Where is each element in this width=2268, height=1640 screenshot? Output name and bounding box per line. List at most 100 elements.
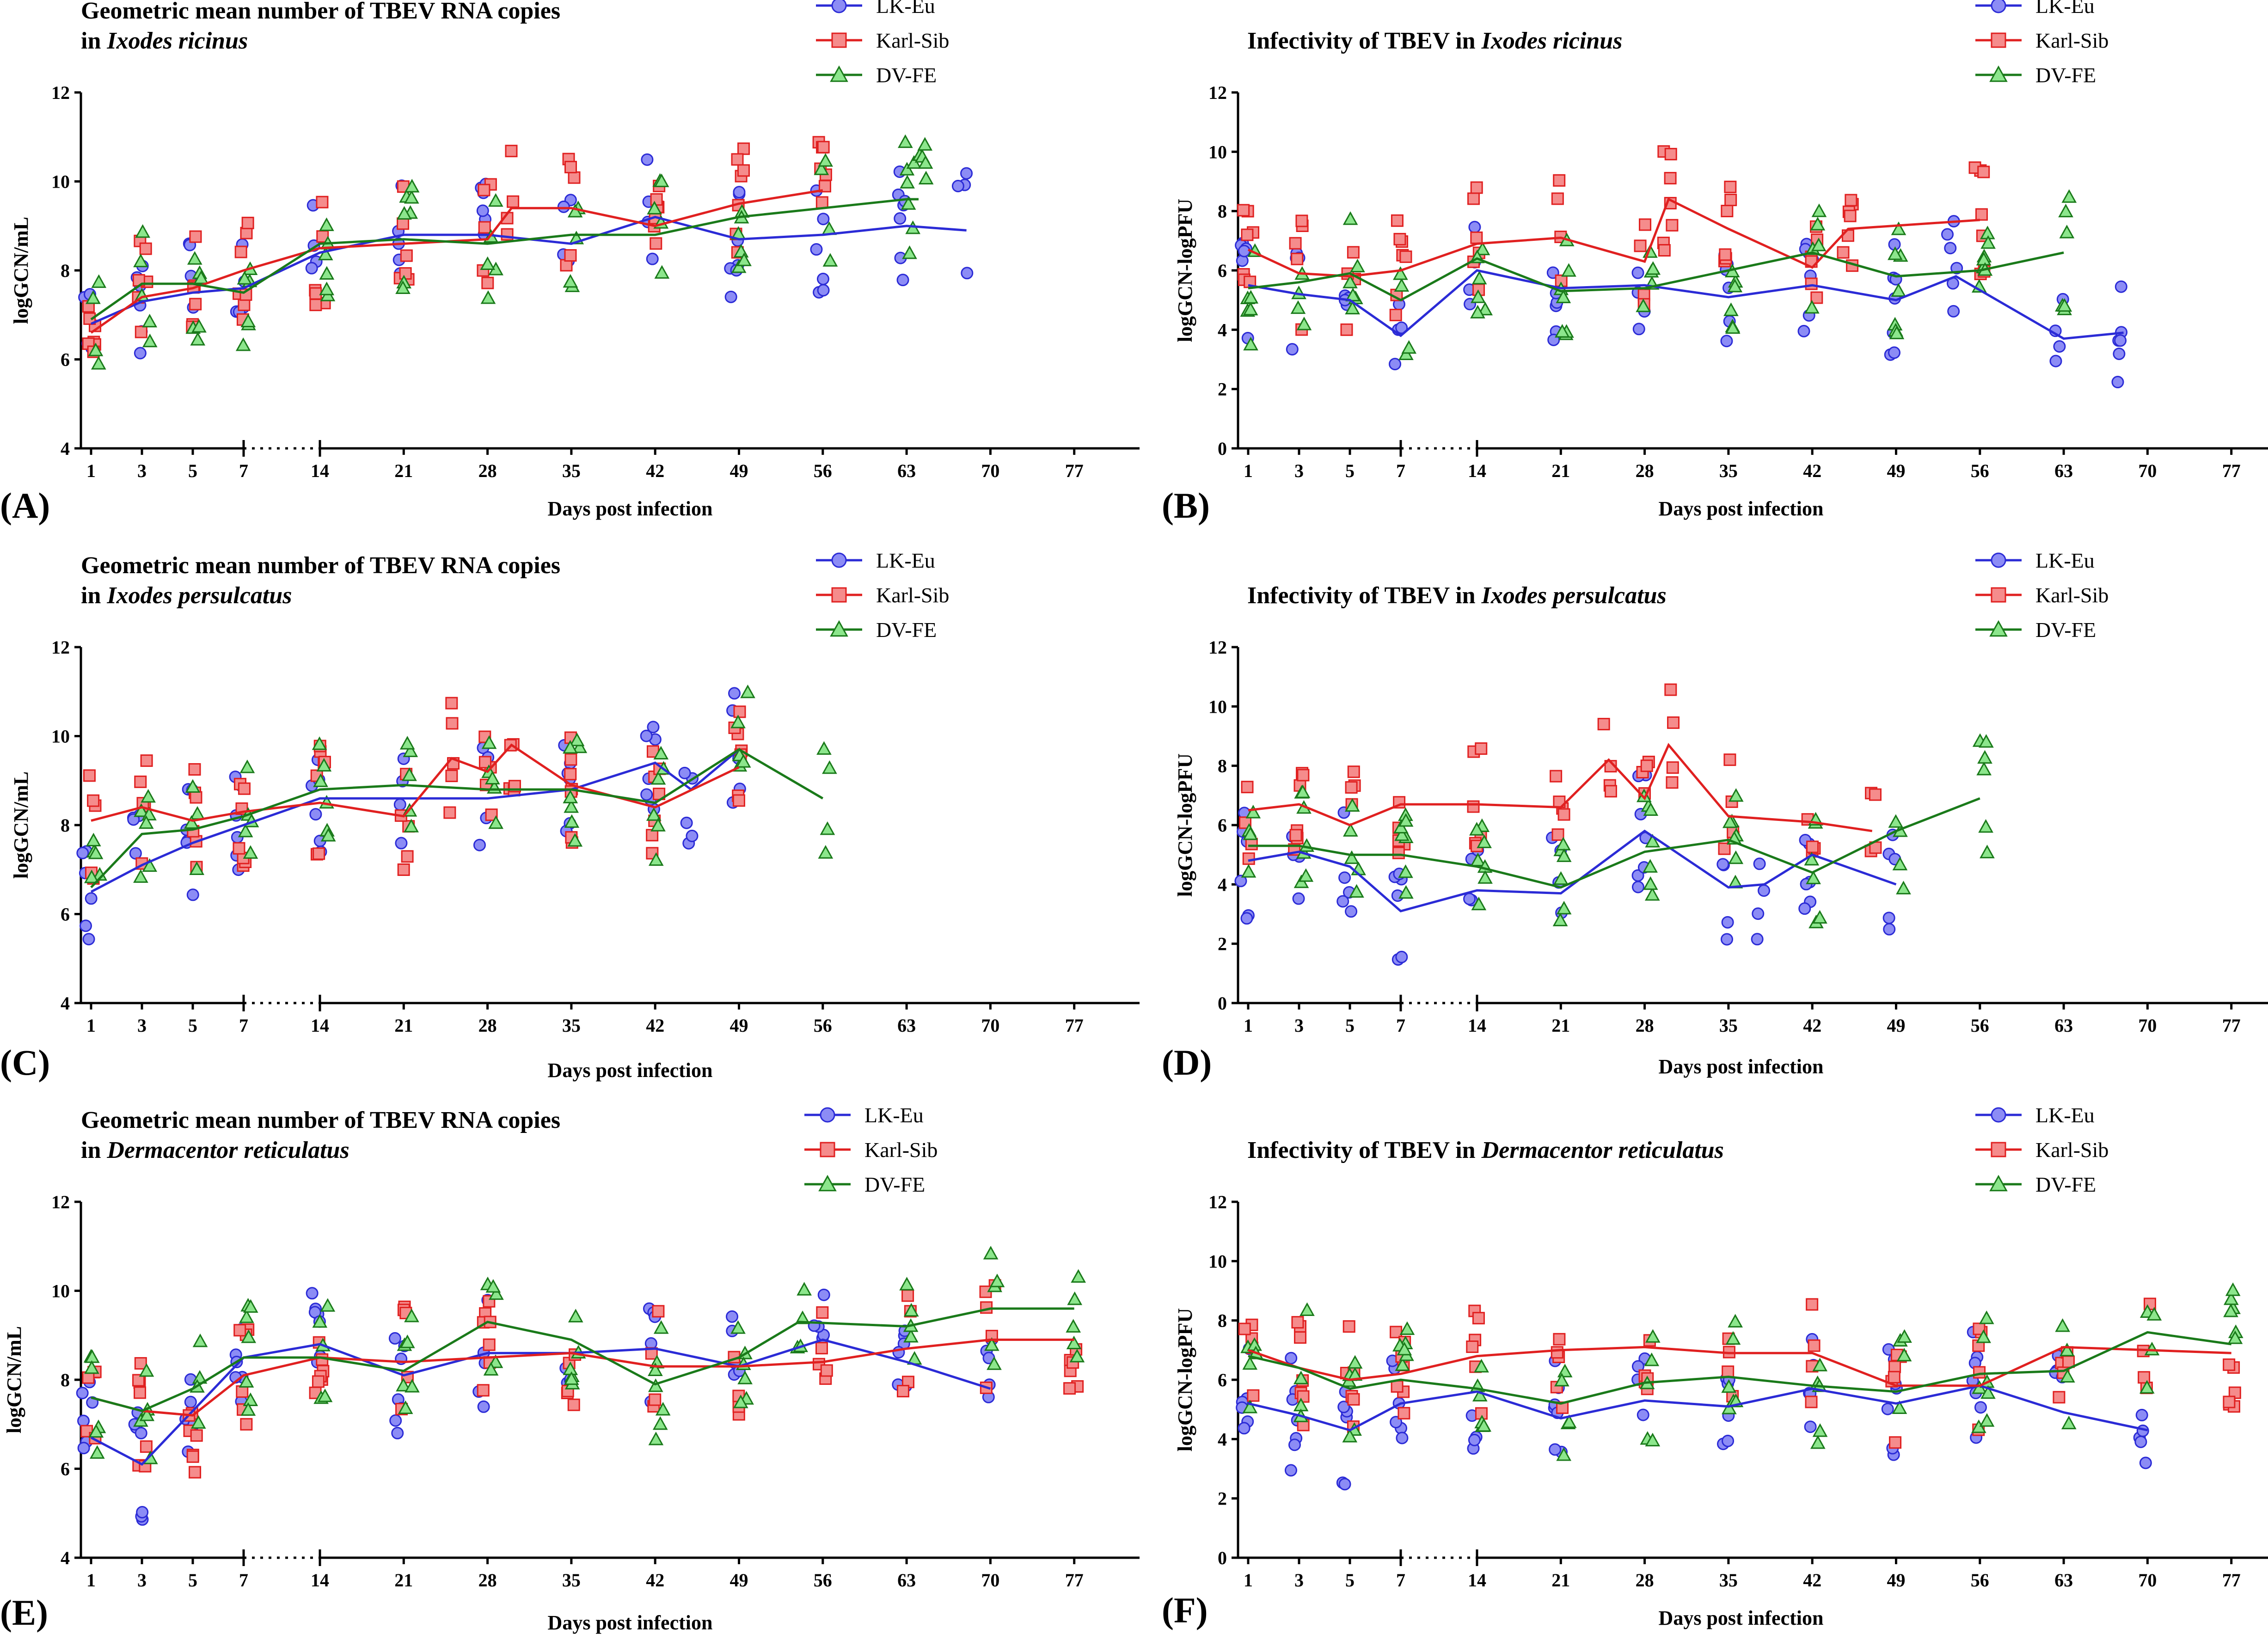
replicate-lk-eu-point: [1338, 1478, 1351, 1491]
panel-c-replicates: [76, 684, 837, 946]
replicate-karl-sib-point: [190, 791, 202, 804]
replicate-dv-fe-point: [903, 1303, 919, 1317]
replicate-dv-fe-point: [902, 245, 917, 259]
replicate-dv-fe-point: [133, 869, 148, 883]
replicate-karl-sib-point: [1237, 204, 1250, 217]
x-tick-label: 63: [2054, 460, 2073, 481]
replicate-dv-fe-point: [395, 280, 411, 294]
replicate-dv-fe-point: [1395, 1357, 1410, 1371]
panel-b: Infectivity of TBEV in Ixodes ricinus lo…: [1162, 0, 2268, 526]
x-tick-label: 14: [1468, 1015, 1486, 1036]
panel-e-title-line1: Geometric mean number of TBEV RNA copies: [81, 1107, 560, 1133]
x-tick-label: 7: [239, 1570, 248, 1591]
replicate-karl-sib-point: [1242, 852, 1255, 865]
replicate-dv-fe-point: [569, 732, 585, 747]
x-tick-label: 77: [2222, 460, 2241, 481]
replicate-karl-sib-point: [901, 1289, 914, 1302]
x-tick-label: 3: [1294, 460, 1304, 481]
panel-b-xlabel: Days post infection: [1659, 497, 1824, 520]
replicate-karl-sib-point: [1973, 1366, 1986, 1379]
replicate-dv-fe-point: [987, 1356, 1002, 1370]
replicate-lk-eu-point: [1798, 902, 1811, 915]
replicate-karl-sib-point: [1723, 753, 1736, 766]
replicate-dv-fe-point: [1812, 1358, 1828, 1371]
replicate-karl-sib-point: [485, 808, 498, 821]
replicate-karl-sib-point: [400, 249, 413, 262]
replicate-dv-fe-point: [983, 1246, 999, 1260]
replicate-dv-fe-point: [1976, 761, 1992, 776]
replicate-lk-eu-point: [1944, 242, 1957, 255]
replicate-karl-sib-point: [896, 1385, 909, 1398]
replicate-karl-sib-point: [1888, 1360, 1901, 1373]
replicate-dv-fe-point: [1891, 221, 1906, 235]
x-tick-label: 70: [981, 1570, 999, 1591]
x-tick-label: 28: [1636, 1570, 1654, 1591]
replicate-dv-fe-point: [564, 799, 579, 813]
replicate-dv-fe-point: [1978, 819, 1993, 833]
y-tick-label: 6: [1218, 1370, 1227, 1390]
replicate-dv-fe-point: [1394, 827, 1410, 841]
replicate-karl-sib-point: [564, 753, 577, 766]
x-tick-label: 42: [646, 460, 664, 481]
replicate-dv-fe-point: [1643, 859, 1658, 873]
replicate-dv-fe-point: [1345, 300, 1360, 315]
replicate-dv-fe-point: [86, 290, 101, 304]
replicate-dv-fe-point: [1891, 283, 1906, 297]
replicate-dv-fe-point: [1561, 1414, 1577, 1428]
replicate-karl-sib-point: [189, 298, 202, 311]
x-tick-label: 1: [86, 1570, 96, 1591]
replicate-dv-fe-point: [818, 845, 834, 859]
replicate-dv-fe-point: [1243, 337, 1258, 351]
replicate-dv-fe-point: [404, 190, 419, 204]
y-tick-label: 2: [1218, 1488, 1227, 1509]
mean-line-dv-fe: [90, 198, 919, 320]
replicate-karl-sib-point: [83, 769, 96, 782]
x-tick-label: 70: [2138, 460, 2157, 481]
replicate-dv-fe-point: [402, 767, 417, 781]
replicate-karl-sib-point: [1550, 770, 1563, 783]
replicate-karl-sib-point: [1551, 1346, 1563, 1359]
replicate-dv-fe-point: [1728, 1314, 1743, 1328]
replicate-karl-sib-point: [649, 1393, 662, 1406]
panel-d-title: Infectivity of TBEV in Ixodes persulcatu…: [1247, 582, 1667, 609]
x-tick-label: 14: [311, 460, 329, 481]
replicate-dv-fe-point: [1298, 868, 1314, 882]
y-tick-label: 4: [1218, 319, 1227, 340]
replicate-karl-sib-point: [815, 1342, 828, 1355]
replicate-lk-eu-point: [894, 212, 907, 225]
x-tick-label: 5: [1345, 1015, 1355, 1036]
x-tick-label: 49: [1887, 1015, 1906, 1036]
panel-b-title-prefix: Infectivity of TBEV in: [1247, 28, 1482, 54]
replicate-lk-eu-point: [1631, 1360, 1644, 1373]
legend-marker-lk-eu: [1991, 1107, 2006, 1123]
replicate-lk-eu-point: [1974, 1401, 1987, 1414]
replicate-dv-fe-point: [647, 201, 662, 214]
mean-line-karl-sib: [1248, 743, 1873, 832]
replicate-karl-sib-point: [1241, 781, 1254, 794]
replicate-lk-eu-point: [896, 274, 909, 287]
replicate-dv-fe-point: [1393, 266, 1408, 280]
mean-line-dv-fe: [90, 748, 824, 888]
replicate-dv-fe-point: [1977, 750, 1992, 764]
panel-f-title-prefix: Infectivity of TBEV in: [1247, 1137, 1482, 1163]
x-tick-label: 28: [478, 1015, 497, 1036]
replicate-lk-eu-point: [1721, 916, 1734, 929]
replicate-dv-fe-point: [1477, 301, 1493, 316]
replicate-dv-fe-point: [648, 1432, 664, 1445]
replicate-dv-fe-point: [652, 1416, 668, 1430]
legend-marker-karl-sib: [831, 32, 847, 48]
replicate-lk-eu-point: [1797, 324, 1810, 337]
replicate-dv-fe-point: [2146, 1307, 2162, 1321]
panel-f-species: Dermacentor reticulatus: [1481, 1137, 1724, 1163]
x-tick-label: 70: [2138, 1015, 2157, 1036]
legend-label-dv-fe: DV-FE: [2035, 63, 2096, 87]
x-tick-label: 7: [1396, 460, 1405, 481]
replicate-karl-sib-point: [1719, 248, 1732, 261]
replicate-dv-fe-point: [316, 758, 332, 772]
replicate-lk-eu-point: [306, 1287, 319, 1300]
x-tick-label: 14: [1468, 1570, 1486, 1591]
mean-line-dv-fe: [1248, 251, 2064, 302]
replicate-dv-fe-point: [563, 740, 578, 754]
legend-label-lk-eu: LK-Eu: [2035, 549, 2095, 572]
x-tick-label: 35: [562, 460, 581, 481]
